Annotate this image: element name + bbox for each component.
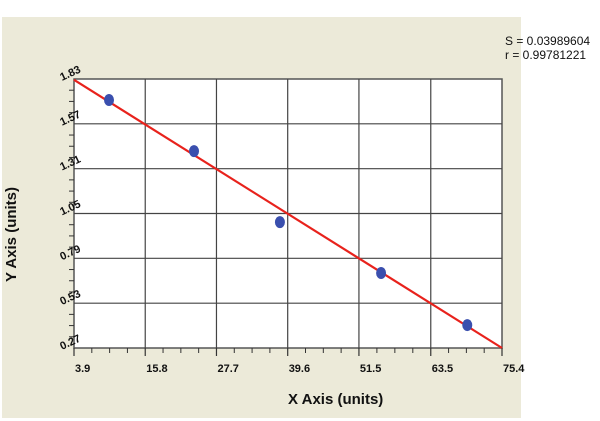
x-tick-label: 51.5 xyxy=(360,363,381,375)
data-point xyxy=(274,216,285,229)
x-tick-label: 39.6 xyxy=(289,363,310,375)
data-point xyxy=(462,319,473,332)
r-statistic: r = 0.99781221 xyxy=(505,48,587,62)
s-statistic: S = 0.03989604 xyxy=(505,34,591,48)
fit-statistics: S = 0.03989604 r = 0.99781221 xyxy=(505,34,590,62)
x-axis-title: X Axis (units) xyxy=(288,391,383,408)
y-axis-title: Y Axis (units) xyxy=(3,187,20,282)
x-tick-label: 15.8 xyxy=(146,363,167,375)
data-point xyxy=(376,266,387,279)
data-point xyxy=(189,145,200,158)
x-tick-label: 27.7 xyxy=(217,363,238,375)
fit-line xyxy=(73,78,503,349)
data-point xyxy=(104,94,115,107)
x-tick-label: 3.9 xyxy=(75,363,90,375)
x-tick-label: 63.5 xyxy=(432,363,453,375)
x-tick-label: 75.4 xyxy=(503,363,525,375)
